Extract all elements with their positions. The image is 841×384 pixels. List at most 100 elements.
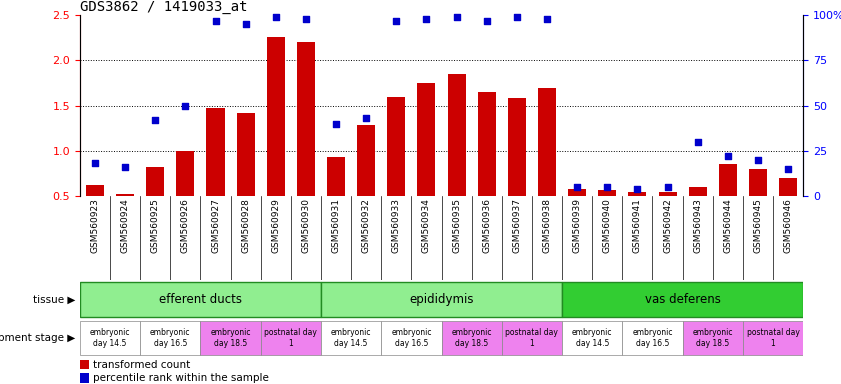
Text: GSM560943: GSM560943 xyxy=(693,199,702,253)
Bar xyxy=(478,92,495,241)
Text: GSM560934: GSM560934 xyxy=(422,199,431,253)
Point xyxy=(239,22,252,28)
Bar xyxy=(86,185,104,241)
Text: GSM560941: GSM560941 xyxy=(633,199,642,253)
Bar xyxy=(387,97,405,241)
Text: GDS3862 / 1419033_at: GDS3862 / 1419033_at xyxy=(80,0,247,14)
Bar xyxy=(80,282,321,317)
Point xyxy=(269,14,283,20)
Text: GSM560938: GSM560938 xyxy=(542,199,552,253)
Text: GSM560940: GSM560940 xyxy=(603,199,611,253)
Text: percentile rank within the sample: percentile rank within the sample xyxy=(93,373,269,383)
Bar xyxy=(743,321,803,355)
Bar xyxy=(628,192,647,241)
Bar xyxy=(200,321,261,355)
Bar xyxy=(381,321,442,355)
Point xyxy=(209,18,222,24)
Text: GSM560924: GSM560924 xyxy=(120,199,130,253)
Bar xyxy=(236,113,255,241)
Text: GSM560931: GSM560931 xyxy=(331,199,341,253)
Bar xyxy=(80,373,88,382)
Bar xyxy=(508,98,526,241)
Point xyxy=(149,117,162,123)
Point xyxy=(359,115,373,121)
Bar xyxy=(140,321,200,355)
Text: GSM560942: GSM560942 xyxy=(663,199,672,253)
Text: GSM560932: GSM560932 xyxy=(362,199,371,253)
Text: postnatal day
1: postnatal day 1 xyxy=(747,328,800,348)
Bar xyxy=(297,43,315,241)
Point xyxy=(691,139,705,145)
Text: GSM560923: GSM560923 xyxy=(91,199,99,253)
Bar xyxy=(538,88,556,241)
Text: embryonic
day 18.5: embryonic day 18.5 xyxy=(210,328,251,348)
Bar xyxy=(689,187,706,241)
Bar xyxy=(177,151,194,241)
Text: GSM560929: GSM560929 xyxy=(272,199,280,253)
Bar xyxy=(598,190,616,241)
Text: embryonic
day 14.5: embryonic day 14.5 xyxy=(90,328,130,348)
Bar xyxy=(267,37,285,241)
Bar xyxy=(779,178,797,241)
Text: transformed count: transformed count xyxy=(93,360,190,370)
Text: GSM560928: GSM560928 xyxy=(241,199,250,253)
Text: GSM560939: GSM560939 xyxy=(573,199,582,253)
Point xyxy=(299,16,313,22)
Point xyxy=(450,14,463,20)
Point xyxy=(751,157,764,163)
Point xyxy=(119,164,132,170)
Bar xyxy=(116,194,134,241)
Point xyxy=(389,18,403,24)
Point xyxy=(420,16,433,22)
Bar xyxy=(321,321,381,355)
Text: vas deferens: vas deferens xyxy=(645,293,721,306)
Point xyxy=(178,103,192,109)
Text: embryonic
day 16.5: embryonic day 16.5 xyxy=(150,328,191,348)
Bar xyxy=(80,321,140,355)
Bar xyxy=(417,83,436,241)
Bar xyxy=(357,126,375,241)
Bar xyxy=(447,74,466,241)
Point xyxy=(631,185,644,192)
Text: postnatal day
1: postnatal day 1 xyxy=(505,328,558,348)
Text: embryonic
day 14.5: embryonic day 14.5 xyxy=(572,328,612,348)
Text: GSM560935: GSM560935 xyxy=(452,199,461,253)
Bar xyxy=(683,321,743,355)
Bar xyxy=(562,282,803,317)
Text: embryonic
day 16.5: embryonic day 16.5 xyxy=(632,328,673,348)
Text: embryonic
day 18.5: embryonic day 18.5 xyxy=(452,328,492,348)
Point xyxy=(88,160,102,166)
Bar xyxy=(502,321,562,355)
Text: GSM560927: GSM560927 xyxy=(211,199,220,253)
Bar xyxy=(146,167,164,241)
Bar xyxy=(261,321,321,355)
Text: GSM560933: GSM560933 xyxy=(392,199,401,253)
Bar xyxy=(80,360,88,369)
Point xyxy=(330,121,343,127)
Bar xyxy=(568,189,586,241)
Text: postnatal day
1: postnatal day 1 xyxy=(264,328,317,348)
Bar xyxy=(622,321,683,355)
Text: embryonic
day 14.5: embryonic day 14.5 xyxy=(331,328,372,348)
Bar xyxy=(562,321,622,355)
Point xyxy=(600,184,614,190)
Bar xyxy=(748,169,767,241)
Bar xyxy=(719,164,737,241)
Point xyxy=(661,184,674,190)
Text: GSM560945: GSM560945 xyxy=(754,199,763,253)
Text: GSM560936: GSM560936 xyxy=(482,199,491,253)
Bar xyxy=(206,108,225,241)
Point xyxy=(570,184,584,190)
Point xyxy=(510,14,524,20)
Bar xyxy=(659,192,676,241)
Bar xyxy=(327,157,345,241)
Bar xyxy=(321,282,562,317)
Text: efferent ducts: efferent ducts xyxy=(159,293,242,306)
Text: GSM560946: GSM560946 xyxy=(784,199,792,253)
Text: tissue ▶: tissue ▶ xyxy=(34,295,76,305)
Text: GSM560925: GSM560925 xyxy=(151,199,160,253)
Point xyxy=(540,16,553,22)
Text: GSM560937: GSM560937 xyxy=(512,199,521,253)
Text: embryonic
day 16.5: embryonic day 16.5 xyxy=(391,328,431,348)
Point xyxy=(721,153,734,159)
